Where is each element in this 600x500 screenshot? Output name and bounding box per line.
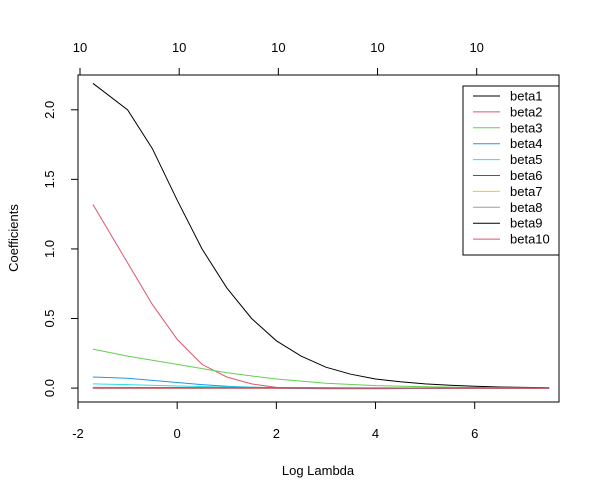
- y-tick-label: 1.0: [42, 240, 57, 258]
- legend-label-beta9: beta9: [510, 216, 543, 231]
- legend: beta1beta2beta3beta4beta5beta6beta7beta8…: [462, 85, 560, 256]
- x-tick-label: 0: [174, 426, 181, 441]
- series-line-beta1: [92, 82, 550, 389]
- series-line-beta2: [92, 204, 277, 388]
- legend-label-beta5: beta5: [510, 152, 543, 167]
- legend-box: [462, 85, 560, 256]
- legend-label-beta8: beta8: [510, 200, 543, 215]
- x-tick-label: -2: [72, 426, 84, 441]
- legend-label-beta4: beta4: [510, 136, 543, 151]
- series-line-beta3: [92, 348, 550, 389]
- legend-label-beta10: beta10: [510, 232, 550, 247]
- y-tick-label: 0.5: [42, 309, 57, 327]
- legend-label-beta2: beta2: [510, 104, 543, 119]
- y-tick-label: 0.0: [42, 379, 57, 397]
- y-axis: 0.0 0.5 1.0 1.5 2.0: [42, 101, 78, 397]
- x-tick-label: 6: [471, 426, 478, 441]
- y-axis-label: Coefficients: [6, 204, 21, 272]
- legend-label-beta1: beta1: [510, 89, 543, 104]
- x-tick-label: 2: [273, 426, 280, 441]
- top-axis: 10 10 10 10 10: [73, 40, 484, 75]
- legend-label-beta3: beta3: [510, 120, 543, 135]
- y-tick-label: 2.0: [42, 101, 57, 119]
- top-tick-label: 10: [370, 40, 384, 55]
- top-tick-label: 10: [172, 40, 186, 55]
- top-tick-label: 10: [73, 40, 87, 55]
- y-tick-label: 1.5: [42, 170, 57, 188]
- top-tick-label: 10: [469, 40, 483, 55]
- legend-label-beta7: beta7: [510, 184, 543, 199]
- top-tick-label: 10: [271, 40, 285, 55]
- x-axis-label: Log Lambda: [282, 463, 355, 478]
- series-layer: [92, 82, 550, 390]
- x-tick-label: 4: [372, 426, 379, 441]
- x-axis: -2 0 2 4 6: [72, 402, 478, 441]
- legend-label-beta6: beta6: [510, 168, 543, 183]
